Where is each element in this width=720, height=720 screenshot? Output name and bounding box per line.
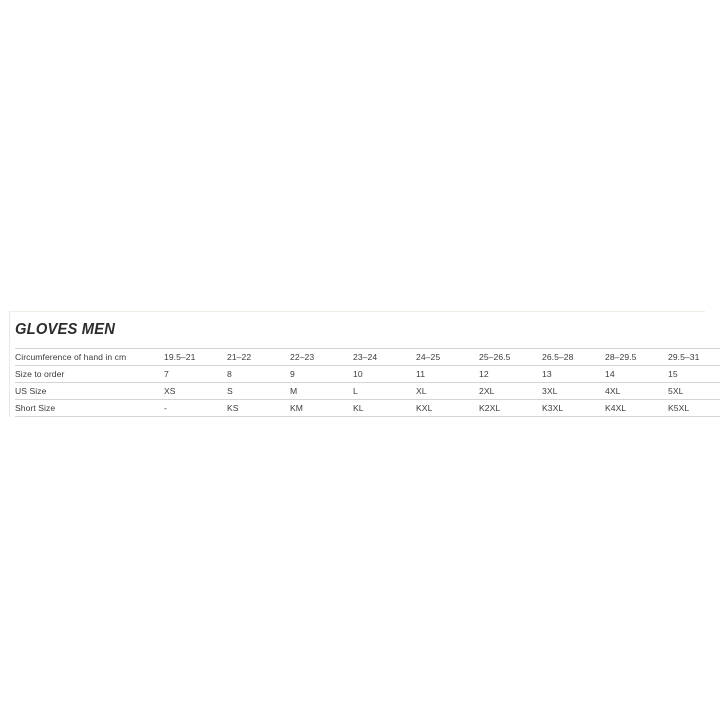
- cell-us-size-2: S: [227, 382, 290, 400]
- cell-size-to-order-5: 11: [416, 365, 479, 383]
- cell-size-to-order-3: 9: [290, 365, 353, 383]
- cell-short-size-6: K2XL: [479, 399, 542, 417]
- cell-circumference-4: 23–24: [353, 348, 416, 366]
- cell-us-size-9: 5XL: [668, 382, 720, 400]
- row-label-us-size: US Size: [15, 382, 164, 400]
- cell-short-size-5: KXL: [416, 399, 479, 417]
- row-label-size-to-order: Size to order: [15, 365, 164, 383]
- cell-circumference-9: 29.5–31: [668, 348, 720, 366]
- cell-us-size-1: XS: [164, 382, 227, 400]
- cell-short-size-9: K5XL: [668, 399, 720, 417]
- cell-short-size-3: KM: [290, 399, 353, 417]
- cell-short-size-8: K4XL: [605, 399, 668, 417]
- row-label-circumference: Circumference of hand in cm: [15, 348, 164, 366]
- cell-circumference-6: 25–26.5: [479, 348, 542, 366]
- cell-short-size-4: KL: [353, 399, 416, 417]
- table-row: Short Size - KS KM KL KXL K2XL K3XL K4XL…: [15, 399, 720, 417]
- table-row: Circumference of hand in cm 19.5–21 21–2…: [15, 348, 720, 366]
- cell-short-size-2: KS: [227, 399, 290, 417]
- page-title: GLOVES MEN: [15, 321, 116, 338]
- cell-size-to-order-8: 14: [605, 365, 668, 383]
- cell-circumference-1: 19.5–21: [164, 348, 227, 366]
- cell-size-to-order-7: 13: [542, 365, 605, 383]
- table-row: Size to order 7 8 9 10 11 12 13 14 15: [15, 365, 720, 383]
- cell-size-to-order-1: 7: [164, 365, 227, 383]
- cell-us-size-4: L: [353, 382, 416, 400]
- cell-size-to-order-2: 8: [227, 365, 290, 383]
- cell-circumference-2: 21–22: [227, 348, 290, 366]
- size-chart-table: Circumference of hand in cm 19.5–21 21–2…: [15, 348, 720, 417]
- cell-short-size-1: -: [164, 399, 227, 417]
- cell-us-size-5: XL: [416, 382, 479, 400]
- table-row: US Size XS S M L XL 2XL 3XL 4XL 5XL: [15, 382, 720, 400]
- cell-us-size-7: 3XL: [542, 382, 605, 400]
- row-label-short-size: Short Size: [15, 399, 164, 417]
- cell-size-to-order-4: 10: [353, 365, 416, 383]
- cell-circumference-5: 24–25: [416, 348, 479, 366]
- cell-size-to-order-6: 12: [479, 365, 542, 383]
- cell-circumference-8: 28–29.5: [605, 348, 668, 366]
- cell-us-size-8: 4XL: [605, 382, 668, 400]
- cell-us-size-6: 2XL: [479, 382, 542, 400]
- size-chart-card: GLOVES MEN Circumference of hand in cm 1…: [9, 311, 720, 417]
- cell-circumference-7: 26.5–28: [542, 348, 605, 366]
- cell-us-size-3: M: [290, 382, 353, 400]
- cell-short-size-7: K3XL: [542, 399, 605, 417]
- cell-circumference-3: 22–23: [290, 348, 353, 366]
- cell-size-to-order-9: 15: [668, 365, 720, 383]
